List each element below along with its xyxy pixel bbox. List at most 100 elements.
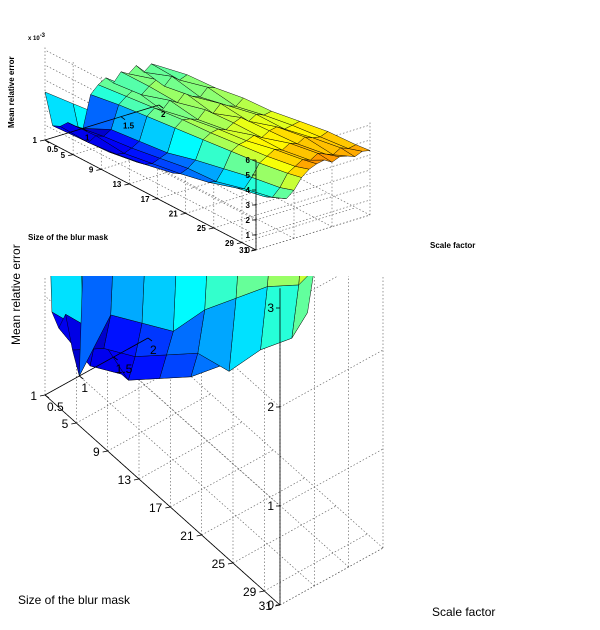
y-tick: [39, 139, 46, 142]
y-tick-label: 5: [62, 417, 69, 431]
x-tick: [120, 116, 126, 120]
top-y-axis-label: Size of the blur mask: [28, 233, 109, 242]
z-tick-label: 1: [267, 499, 274, 513]
y-tick: [102, 450, 108, 453]
top-z-axis-label: Mean relative error: [7, 56, 16, 128]
y-tick: [227, 562, 234, 565]
z-tick-label: 1: [246, 231, 251, 240]
x-tick-label: 1.5: [123, 122, 135, 131]
y-tick-label: 9: [89, 166, 94, 175]
x-tick: [82, 128, 88, 132]
y-tick: [124, 183, 130, 186]
x-tick-label: 1.5: [116, 362, 133, 376]
y-tick: [96, 168, 102, 171]
y-tick: [180, 212, 186, 215]
bottom-y-axis-label: Size of the blur mask: [18, 593, 131, 607]
x-tick: [44, 394, 50, 399]
y-tick-label: 31: [239, 246, 248, 255]
z-tick-label: 4: [246, 186, 251, 195]
x-tick: [158, 104, 164, 109]
x-tick: [113, 356, 118, 361]
y-tick-label: 29: [225, 239, 234, 248]
x-tick-label: 2: [150, 343, 157, 357]
surface-patch: [298, 276, 308, 286]
grid-line: [158, 104, 371, 216]
z-tick-label: 2: [246, 216, 251, 225]
y-tick-label: 17: [149, 501, 163, 515]
x-tick: [44, 139, 50, 144]
x-tick-label: 1: [85, 133, 90, 142]
x-tick-label: 1: [81, 381, 88, 395]
surface-patch: [361, 116, 384, 132]
surface-patch: [322, 116, 360, 132]
y-tick: [208, 227, 214, 230]
surface-patch: [110, 276, 145, 324]
y-tick-label: 31: [259, 599, 273, 613]
surface-patch: [267, 276, 300, 287]
y-tick: [259, 590, 265, 593]
y-tick: [196, 534, 202, 537]
grid-line: [213, 192, 328, 229]
grid-line: [44, 124, 257, 236]
y-tick: [133, 478, 140, 481]
y-tick-label: 25: [197, 224, 206, 233]
grid-line: [44, 94, 257, 206]
grid-line: [138, 421, 243, 480]
grid-line: [279, 349, 384, 408]
z-tick-label: 6: [246, 156, 251, 165]
z-tick-label: 0: [267, 598, 274, 612]
y-tick-label: 21: [169, 210, 178, 219]
bottom-z-axis-label: Mean relative error: [9, 244, 23, 345]
grid-line: [107, 393, 211, 452]
grid-line: [255, 154, 371, 191]
bottom-surface: [50, 100, 384, 381]
grid-line: [82, 128, 295, 239]
surface-patch: [151, 63, 188, 81]
grid-line: [264, 533, 368, 592]
top-x-axis-label: Scale factor: [430, 241, 475, 250]
surface-patch: [204, 276, 238, 311]
grid-line: [279, 448, 384, 507]
top-z-multiplier: x 10-3: [28, 33, 46, 42]
surface-patch: [329, 100, 367, 132]
y-tick: [71, 422, 77, 425]
y-tick-label: 1: [30, 389, 37, 403]
grid-line: [255, 199, 371, 236]
top-surface: [44, 63, 371, 199]
y-tick-label: 5: [61, 151, 66, 160]
z-tick-label: 0: [246, 246, 251, 255]
grid-line: [79, 375, 315, 587]
surface-patch: [298, 100, 336, 124]
x-axis-line: [44, 337, 149, 396]
y-tick: [68, 154, 74, 157]
x-tick: [79, 375, 84, 380]
x-tick-label: 0.5: [47, 400, 64, 414]
z-tick-label: 5: [246, 171, 251, 180]
y-tick-label: 29: [243, 585, 257, 599]
surface-patch: [173, 276, 207, 332]
grid-line: [170, 449, 274, 508]
grid-line: [120, 116, 333, 227]
z-tick-label: 3: [267, 301, 274, 315]
grid-line: [44, 109, 257, 221]
z-tick-label: 2: [267, 400, 274, 414]
y-tick-label: 25: [212, 557, 226, 571]
y-tick: [236, 242, 243, 245]
x-tick-label: 2: [161, 110, 166, 119]
grid-line: [232, 505, 337, 564]
y-tick-label: 17: [141, 195, 150, 204]
x-tick: [147, 337, 153, 342]
y-tick-label: 13: [118, 473, 132, 487]
y-tick: [165, 506, 171, 509]
grid-line: [113, 356, 349, 568]
surface-patch: [354, 116, 377, 140]
y-axis-line: [44, 394, 281, 606]
surface-patch: [141, 276, 177, 332]
bottom-x-axis-label: Scale factor: [432, 605, 495, 619]
surface-patch: [235, 276, 269, 299]
